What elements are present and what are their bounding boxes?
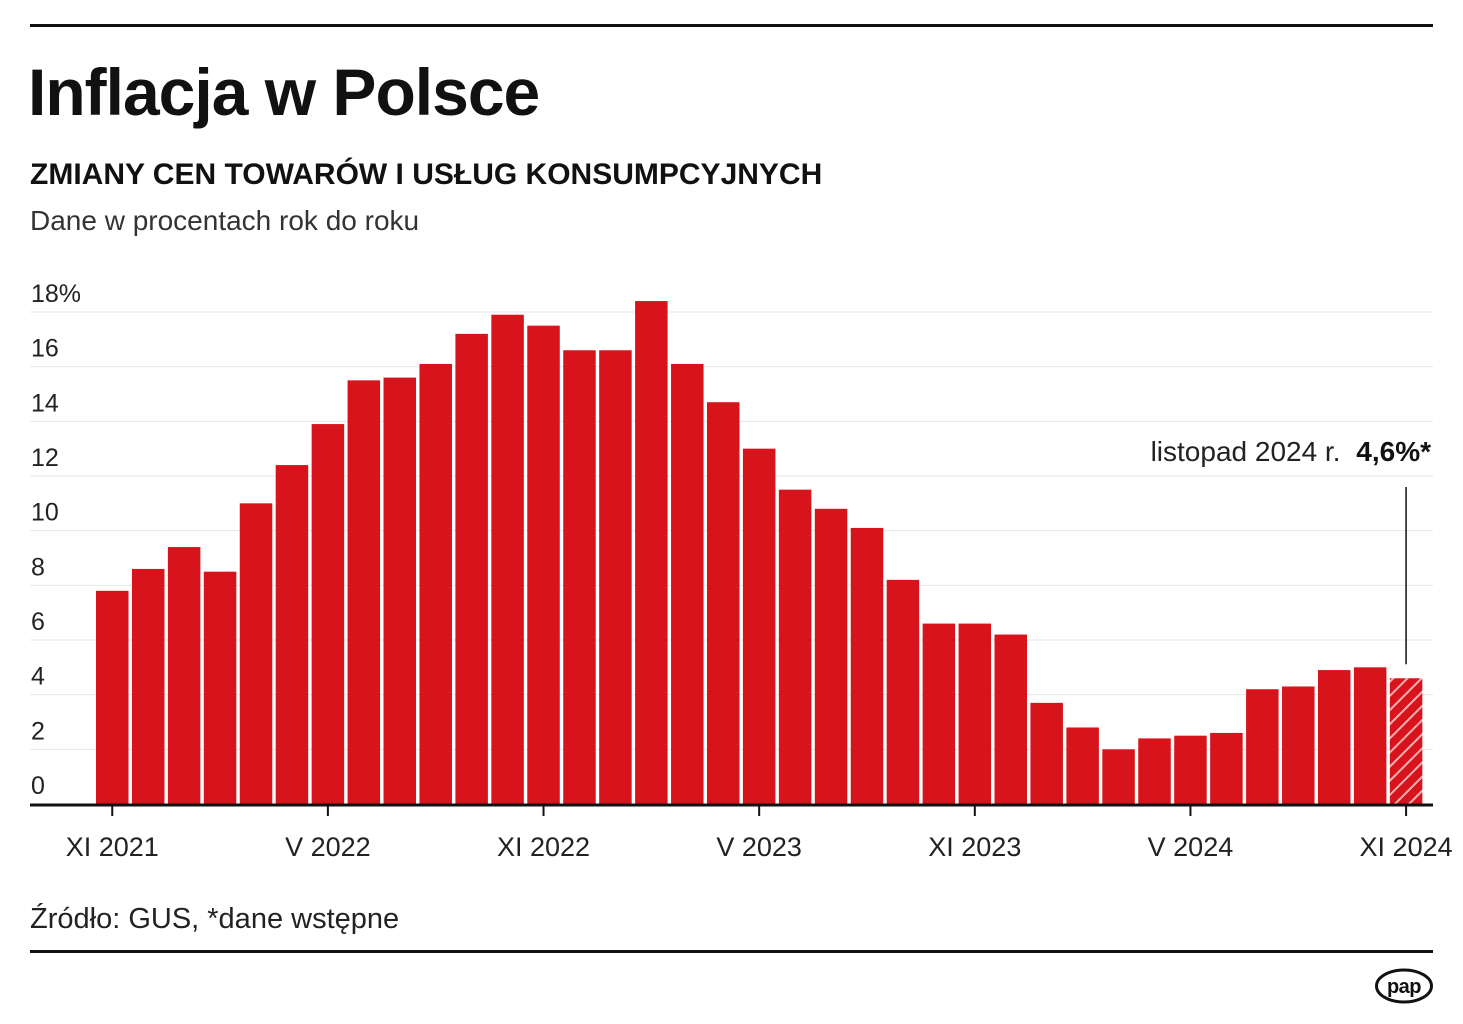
bar xyxy=(814,508,848,804)
annotation-text: listopad 2024 r. 4,6%* xyxy=(1151,436,1432,467)
bar-preliminary xyxy=(1389,678,1423,804)
bar xyxy=(886,579,920,804)
y-tick-label: 8 xyxy=(31,553,45,581)
bar xyxy=(311,424,345,804)
bar xyxy=(706,402,740,804)
x-tick-label: XI 2024 xyxy=(1360,832,1453,862)
bar xyxy=(1282,686,1315,804)
y-tick-label: 14 xyxy=(31,389,59,417)
bar xyxy=(491,314,524,804)
bar xyxy=(1030,702,1063,804)
bar xyxy=(1138,738,1171,804)
bar xyxy=(275,465,309,804)
y-tick-label: 2 xyxy=(31,717,45,745)
y-tick-label: 6 xyxy=(31,608,45,636)
annotation-value: 4,6%* xyxy=(1356,436,1431,467)
x-tick-label: V 2024 xyxy=(1148,832,1234,862)
bar xyxy=(1246,689,1279,804)
pap-logo: pap xyxy=(1375,968,1433,1004)
bar xyxy=(383,377,417,804)
bar xyxy=(1102,749,1135,804)
bottom-rule xyxy=(30,950,1433,953)
top-rule xyxy=(30,24,1433,27)
y-tick-label: 0 xyxy=(31,772,45,800)
y-axis-labels: 0 2 4 6 8 10 12 14 16 18% xyxy=(31,280,81,800)
bar xyxy=(203,571,237,804)
bar xyxy=(1174,735,1207,804)
x-axis: XI 2021 V 2022 XI 2022 V 2023 XI 2023 V 2024 X… xyxy=(30,803,1453,862)
bar xyxy=(599,350,632,804)
bar xyxy=(239,503,273,804)
bar-chart: 0 2 4 6 8 10 12 14 16 18% XI 2021 V 2022 XI 2022 V 2… xyxy=(30,280,1453,862)
bar xyxy=(1066,727,1099,804)
annotation: listopad 2024 r. 4,6%* xyxy=(1151,436,1432,665)
source-note: Źródło: GUS, *dane wstępne xyxy=(30,903,400,935)
bar xyxy=(455,333,488,804)
bar xyxy=(922,623,956,804)
bars xyxy=(96,301,1423,804)
annotation-date: listopad 2024 r. xyxy=(1151,436,1341,467)
x-tick-label: XI 2022 xyxy=(497,832,590,862)
bar xyxy=(958,623,992,804)
x-tick-label: XI 2023 xyxy=(928,832,1021,862)
bar xyxy=(96,590,129,804)
bar xyxy=(167,547,201,804)
bar xyxy=(347,380,381,804)
bar xyxy=(742,448,776,804)
bar xyxy=(671,363,704,804)
bar xyxy=(1210,732,1243,804)
bar xyxy=(1317,670,1351,804)
x-tick-label: V 2023 xyxy=(716,832,802,862)
bar xyxy=(563,350,596,804)
x-tick-label: V 2022 xyxy=(285,832,371,862)
bar xyxy=(850,527,884,804)
bar xyxy=(778,489,812,804)
y-tick-label: 4 xyxy=(31,663,45,691)
y-tick-label: 10 xyxy=(31,499,59,527)
units-note: Dane w procentach rok do roku xyxy=(30,205,420,236)
bar xyxy=(131,568,165,804)
x-tick-label: XI 2021 xyxy=(66,832,159,862)
bar xyxy=(527,325,560,804)
chart-subtitle: ZMIANY CEN TOWARÓW I USŁUG KONSUMPCYJNYC… xyxy=(30,158,823,191)
y-tick-label: 18% xyxy=(31,280,81,308)
bar xyxy=(635,301,668,804)
chart-title: Inflacja w Polsce xyxy=(28,55,540,129)
bar xyxy=(994,634,1027,804)
bar xyxy=(1353,667,1387,804)
y-tick-label: 16 xyxy=(31,335,59,363)
bar xyxy=(419,363,452,804)
y-tick-label: 12 xyxy=(31,444,59,472)
pap-logo-text: pap xyxy=(1387,976,1421,998)
